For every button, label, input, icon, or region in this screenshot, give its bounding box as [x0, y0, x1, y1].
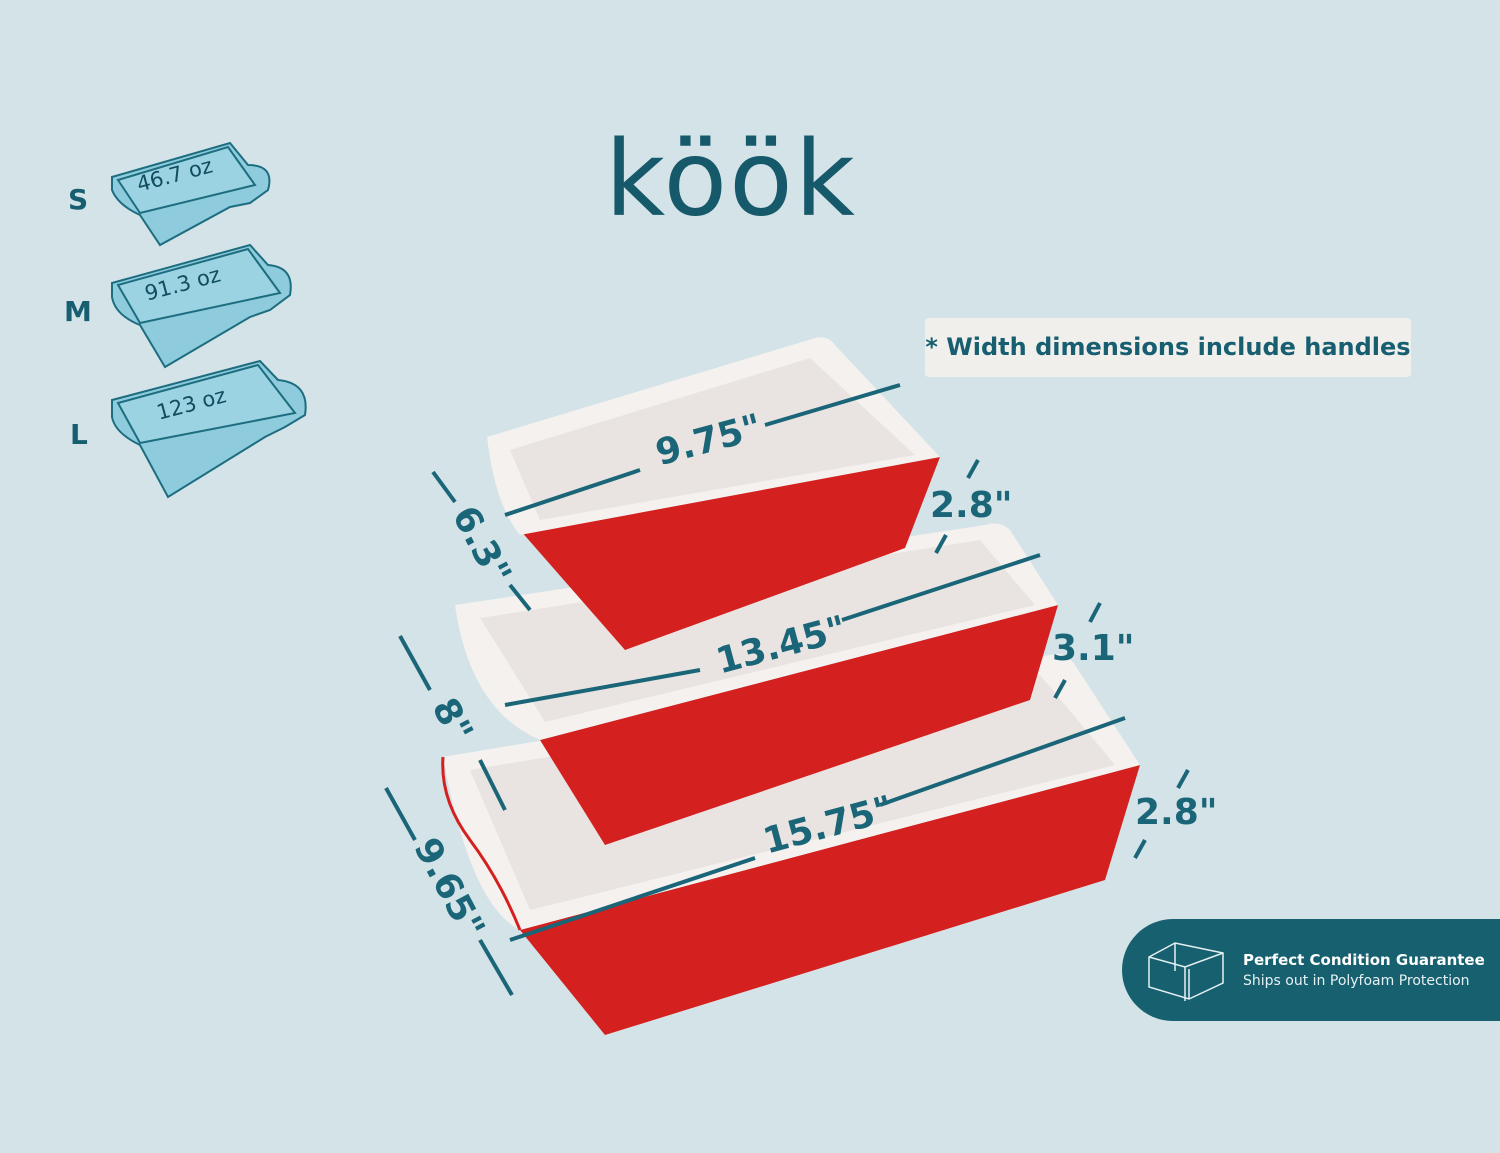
dish-icon-small — [111, 141, 271, 247]
medium-height-label: 3.1" — [1052, 628, 1135, 669]
large-height-label: 2.8" — [1135, 792, 1218, 833]
dimension-lines — [384, 383, 1190, 997]
badge-title: Perfect Condition Guarantee — [1243, 951, 1485, 969]
dish-icon-medium — [111, 243, 292, 369]
box-icon — [1148, 942, 1224, 1001]
size-label-l: L — [70, 418, 88, 451]
size-icons — [111, 141, 307, 499]
large-dish — [441, 653, 1140, 1035]
brand-logo: köök — [605, 118, 858, 240]
size-label-s: S — [68, 183, 89, 216]
width-note: * Width dimensions include handles — [925, 318, 1411, 377]
dish-icon-large — [111, 359, 307, 499]
small-height-label: 2.8" — [930, 485, 1013, 526]
badge-subtitle: Ships out in Polyfoam Protection — [1243, 973, 1470, 989]
size-label-m: M — [64, 295, 92, 328]
